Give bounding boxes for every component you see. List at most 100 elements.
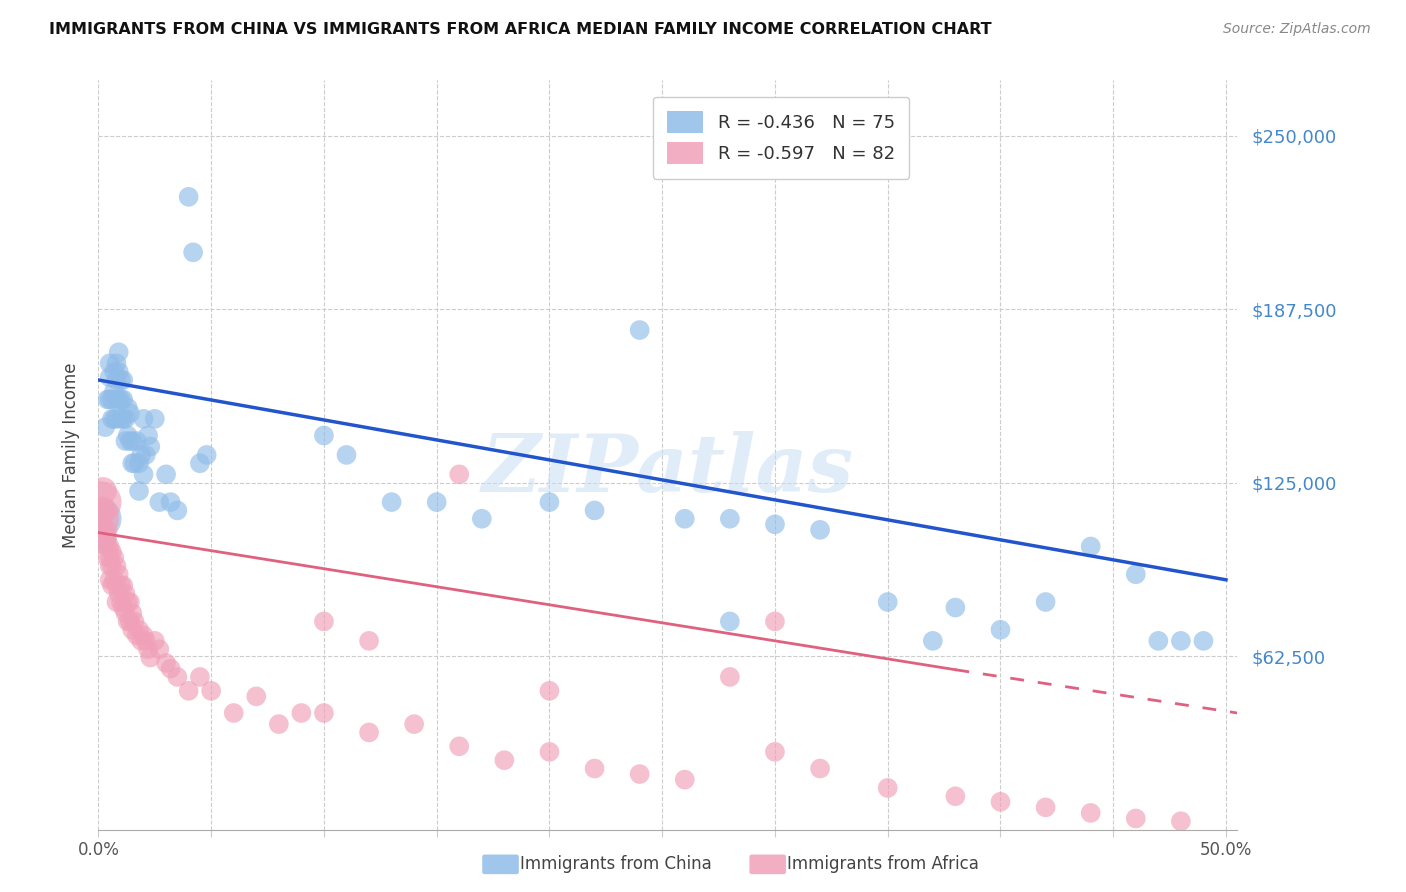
Point <box>121 434 143 448</box>
Point <box>1170 814 1192 829</box>
Point <box>381 495 404 509</box>
Point <box>117 595 139 609</box>
Point <box>105 578 128 592</box>
Point <box>91 523 114 537</box>
Point <box>117 428 139 442</box>
Point <box>426 495 449 509</box>
Point <box>90 495 112 509</box>
Point <box>763 517 786 532</box>
Point <box>114 606 136 620</box>
Point <box>673 512 696 526</box>
Point <box>110 392 132 407</box>
Point <box>91 503 114 517</box>
Point <box>124 615 146 629</box>
Point <box>808 762 831 776</box>
Point <box>538 495 561 509</box>
Point <box>449 467 471 482</box>
Point <box>718 512 741 526</box>
Point <box>181 245 204 260</box>
Point <box>103 550 125 565</box>
Point <box>1080 540 1102 554</box>
Point <box>128 483 150 498</box>
Point <box>103 384 125 398</box>
Point <box>105 356 128 370</box>
Point <box>112 373 135 387</box>
Point <box>312 428 335 442</box>
Point <box>538 745 561 759</box>
Point <box>990 795 1012 809</box>
Point <box>132 467 155 482</box>
Point <box>128 623 150 637</box>
Point <box>245 690 267 704</box>
Point <box>96 540 118 554</box>
Point <box>94 523 117 537</box>
Point <box>188 670 211 684</box>
Point <box>90 512 112 526</box>
Point <box>143 412 166 426</box>
Point <box>357 633 380 648</box>
Point <box>107 587 129 601</box>
Point <box>112 392 135 407</box>
Point <box>90 512 112 526</box>
Point <box>177 683 200 698</box>
Point <box>121 456 143 470</box>
Point <box>118 615 141 629</box>
Point <box>129 633 152 648</box>
Point <box>673 772 696 787</box>
Point <box>335 448 357 462</box>
Point <box>159 662 181 676</box>
Point <box>148 642 170 657</box>
Point <box>94 420 117 434</box>
Point <box>105 595 128 609</box>
Point <box>125 628 148 642</box>
Point <box>1080 805 1102 820</box>
Point <box>200 683 222 698</box>
Point <box>91 531 114 545</box>
Point <box>876 780 898 795</box>
Point <box>96 523 118 537</box>
Point <box>148 495 170 509</box>
Point <box>101 558 124 573</box>
Text: Immigrants from Africa: Immigrants from Africa <box>787 855 979 873</box>
Y-axis label: Median Family Income: Median Family Income <box>62 362 80 548</box>
Point <box>112 412 135 426</box>
Point <box>583 503 606 517</box>
Text: ZIPatlas: ZIPatlas <box>482 431 853 508</box>
Text: Source: ZipAtlas.com: Source: ZipAtlas.com <box>1223 22 1371 37</box>
Point <box>177 190 200 204</box>
Point <box>921 633 943 648</box>
Point <box>110 578 132 592</box>
Point <box>125 434 148 448</box>
Point <box>195 448 218 462</box>
Text: Immigrants from China: Immigrants from China <box>520 855 711 873</box>
Point <box>945 600 967 615</box>
Point <box>1170 633 1192 648</box>
Point <box>1125 567 1147 582</box>
Point <box>135 448 157 462</box>
Point <box>188 456 211 470</box>
Point <box>718 670 741 684</box>
Point <box>107 567 129 582</box>
Point <box>139 650 162 665</box>
Point <box>136 428 159 442</box>
Point <box>990 623 1012 637</box>
Point <box>103 412 125 426</box>
Point <box>1125 812 1147 826</box>
Point <box>105 558 128 573</box>
Point <box>110 595 132 609</box>
Point <box>107 365 129 379</box>
Point <box>98 573 121 587</box>
Point <box>132 412 155 426</box>
Point <box>107 392 129 407</box>
Point <box>94 531 117 545</box>
Point <box>166 503 188 517</box>
Text: IMMIGRANTS FROM CHINA VS IMMIGRANTS FROM AFRICA MEDIAN FAMILY INCOME CORRELATION: IMMIGRANTS FROM CHINA VS IMMIGRANTS FROM… <box>49 22 991 37</box>
Point <box>129 448 152 462</box>
Point <box>449 739 471 754</box>
Point <box>98 540 121 554</box>
Point <box>98 392 121 407</box>
Point <box>117 401 139 415</box>
Point <box>1035 800 1057 814</box>
Point <box>159 495 181 509</box>
Point <box>117 615 139 629</box>
